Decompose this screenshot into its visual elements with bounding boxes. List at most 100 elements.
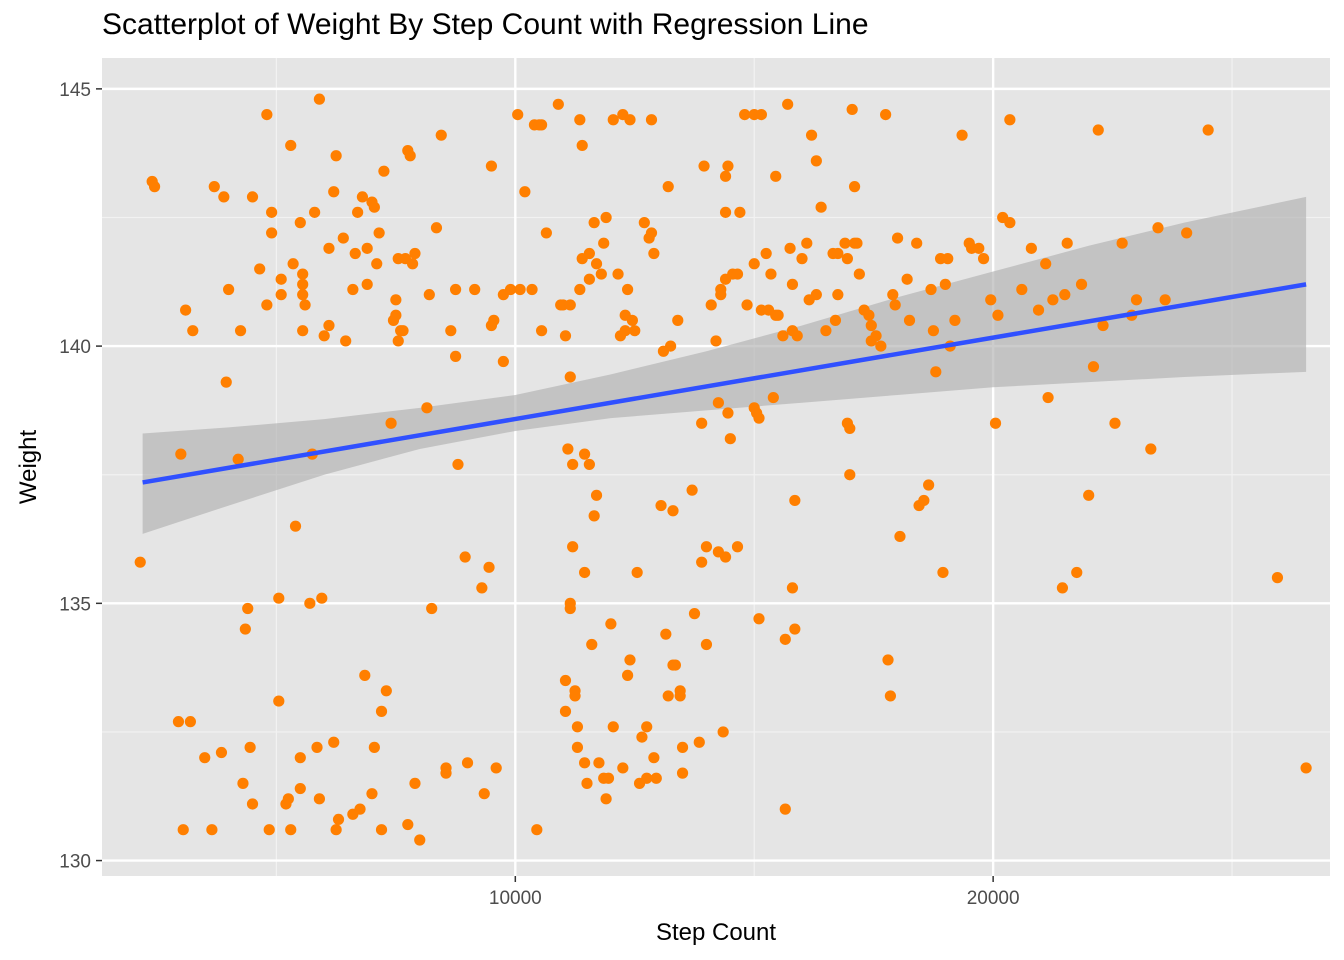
data-point [631,566,643,579]
data-point [1047,294,1059,306]
data-point [882,654,894,666]
data-point [722,407,734,419]
data-point [705,299,717,311]
data-point [218,191,230,203]
data-point [330,824,342,836]
data-point [789,623,801,635]
data-point [311,741,323,753]
data-point [832,289,844,301]
data-point [731,268,744,280]
data-point [734,206,746,218]
data-point [1202,124,1214,136]
data-point [332,813,345,826]
data-point [884,690,897,702]
data-point [629,325,641,337]
data-point [619,325,631,337]
y-axis-title: Weight [15,430,42,505]
data-point [328,186,340,198]
data-point [648,247,660,260]
data-point [844,469,856,481]
data-point [569,690,581,702]
data-point [1061,237,1073,249]
data-point [930,366,942,378]
data-point [815,201,827,213]
data-point [880,108,892,121]
data-point [853,268,865,280]
data-point [722,160,734,172]
data-point [531,824,543,836]
data-point [1109,417,1121,429]
data-point [1004,114,1016,126]
data-point [1059,289,1071,301]
data-point [777,330,789,342]
data-point [939,278,951,290]
data-point [452,458,464,471]
data-point [801,237,813,249]
data-point [304,597,316,609]
data-point [832,247,844,260]
data-point [901,273,913,285]
data-point [316,592,328,604]
data-point [846,103,858,116]
data-point [297,325,309,337]
data-point [354,803,366,815]
data-point [263,824,275,836]
data-point [409,777,421,789]
data-point [559,674,572,687]
data-point [223,283,235,296]
data-point [791,330,803,342]
y-tick-label: 145 [59,80,91,101]
data-point [719,170,732,182]
data-point [942,253,954,265]
data-point [175,448,187,460]
data-point [839,237,851,249]
data-point [318,330,330,342]
data-point [925,283,937,296]
data-point [559,705,572,717]
data-point [187,325,199,337]
data-point [1097,319,1109,332]
data-point [402,818,414,831]
data-point [297,289,309,301]
data-point [512,108,524,121]
data-point [297,268,309,280]
data-point [1130,294,1143,306]
data-point [770,170,782,182]
data-point [875,340,887,352]
data-point [385,417,397,429]
data-point [294,217,306,229]
data-point [820,325,832,337]
data-point [753,412,765,424]
data-point [739,108,751,121]
data-point [779,633,791,645]
data-point [430,222,443,234]
data-point [688,608,701,620]
data-point [829,314,842,326]
data-point [1116,237,1128,249]
data-point [574,114,586,126]
data-point [423,289,435,301]
data-point [414,834,426,846]
data-point [571,721,584,733]
data-point [390,294,402,306]
x-tick-label: 20000 [967,888,1020,909]
data-point [700,541,713,553]
x-tick-label: 10000 [489,888,542,909]
data-point [669,659,681,671]
data-point [605,618,617,630]
data-point [378,165,390,177]
data-point [478,788,490,800]
data-point [1145,443,1157,455]
data-point [894,530,906,543]
data-point [638,217,650,229]
data-point [648,752,660,764]
chart-title: Scatterplot of Weight By Step Count with… [102,8,869,41]
data-point [578,448,591,460]
data-point [275,289,287,301]
data-point [665,340,677,352]
data-point [261,299,273,311]
data-point [581,777,593,789]
data-point [588,510,600,522]
data-point [626,314,638,326]
